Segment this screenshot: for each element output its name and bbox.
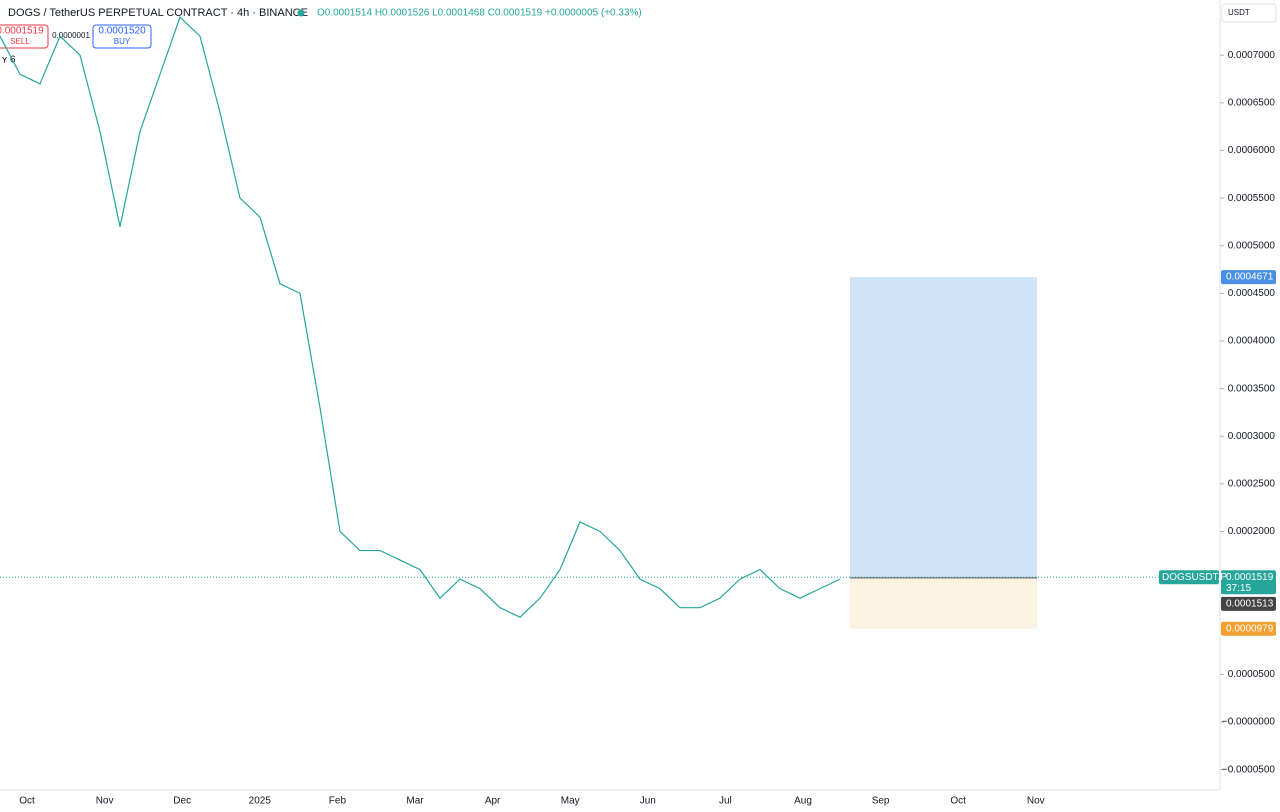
symbol-label: DOGSUSDT.P xyxy=(1162,572,1227,583)
y-tick-label: −0.0000000 xyxy=(1222,717,1276,728)
entry-label-bg xyxy=(1221,596,1276,611)
symbol-bg xyxy=(1159,570,1219,585)
x-tick-label: Oct xyxy=(950,796,966,807)
price-series xyxy=(0,16,841,618)
current-price-label: 0.0001519 xyxy=(1226,572,1274,583)
y-tick-label: 0.0005500 xyxy=(1228,193,1276,204)
y-tick-label: 0.0007000 xyxy=(1228,50,1276,61)
x-tick-label: Jun xyxy=(640,796,656,807)
target-zone xyxy=(850,277,1037,578)
y-tick-label: 0.0006000 xyxy=(1228,145,1276,156)
y-tick-label: 0.0003500 xyxy=(1228,383,1276,394)
currency: USDT xyxy=(1228,8,1250,17)
y-tick-label: 0.0006500 xyxy=(1228,98,1276,109)
y-tick-label: 0.0003000 xyxy=(1228,431,1276,442)
x-tick-label: Dec xyxy=(173,796,191,807)
stop-label-bg xyxy=(1221,621,1276,636)
ohlc: O0.0001514 H0.0001526 L0.0001468 C0.0001… xyxy=(317,8,642,19)
sell-price: 0.0001519 xyxy=(0,26,44,37)
x-tick-label: Nov xyxy=(96,796,114,807)
current-bg xyxy=(1221,570,1276,595)
y-tick-label: 0.0004000 xyxy=(1228,336,1276,347)
status-dot xyxy=(297,9,305,17)
buy-button[interactable] xyxy=(92,24,152,49)
buy-label: BUY xyxy=(114,37,131,46)
currency-select[interactable] xyxy=(1221,3,1277,23)
x-tick-label: May xyxy=(561,796,580,807)
x-tick-label: Apr xyxy=(485,796,501,807)
y-tick-label: 0.0000500 xyxy=(1228,669,1276,680)
stop-label: 0.0000979 xyxy=(1226,623,1274,634)
sell-label: SELL xyxy=(10,37,30,46)
target-label-bg xyxy=(1221,270,1276,285)
stop-zone xyxy=(850,577,1037,629)
x-tick-label: 2025 xyxy=(249,796,272,807)
y-tick-label: −0.0000500 xyxy=(1222,764,1276,775)
sell-button[interactable] xyxy=(0,24,49,49)
countdown: 37:15 xyxy=(1226,583,1251,594)
spread: 0.0000001 xyxy=(52,31,90,40)
buy-price: 0.0001520 xyxy=(98,26,146,37)
y-tick-label: 0.0002000 xyxy=(1228,526,1276,537)
y-tick-label: 0.0002500 xyxy=(1228,479,1276,490)
x-tick-label: Oct xyxy=(19,796,35,807)
x-tick-label: Feb xyxy=(329,796,347,807)
indicator: ʏ 6 xyxy=(2,55,16,66)
target-label: 0.0004671 xyxy=(1226,272,1274,283)
x-tick-label: Nov xyxy=(1027,796,1045,807)
y-tick-label: 0.0004500 xyxy=(1228,288,1276,299)
x-tick-label: Sep xyxy=(872,796,890,807)
x-tick-label: Aug xyxy=(794,796,812,807)
y-tick-label: 0.0005000 xyxy=(1228,240,1276,251)
x-tick-label: Jul xyxy=(719,796,732,807)
x-tick-label: Mar xyxy=(406,796,424,807)
symbol-title: DOGS / TetherUS PERPETUAL CONTRACT · 4h … xyxy=(8,7,308,19)
entry-label: 0.0001513 xyxy=(1226,599,1274,610)
